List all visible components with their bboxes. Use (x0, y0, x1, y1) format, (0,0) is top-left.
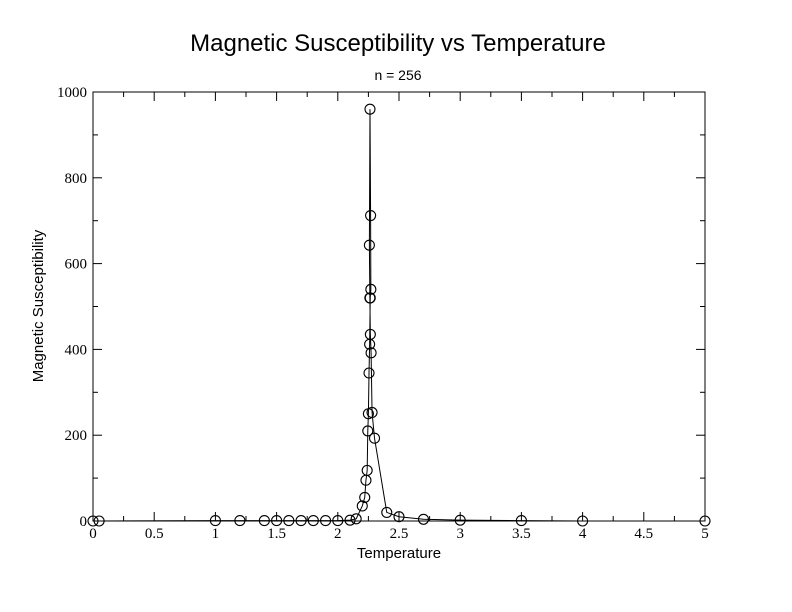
x-axis-label: Temperature (357, 545, 441, 562)
data-point (93, 515, 105, 527)
data-point (209, 515, 221, 527)
x-tick-label: 2.5 (390, 526, 409, 542)
data-point (365, 283, 377, 295)
data-point (283, 515, 295, 527)
data-point (364, 103, 376, 115)
x-tick-label: 5 (701, 526, 709, 542)
x-tick-label: 4 (579, 526, 587, 542)
data-point (350, 513, 362, 525)
chart-subtitle: n = 256 (374, 67, 421, 83)
data-point (271, 515, 283, 527)
y-tick-label: 800 (65, 171, 88, 187)
data-point (364, 328, 376, 340)
chart-title: Magnetic Susceptibility vs Temperature (190, 30, 606, 57)
data-point (365, 210, 377, 222)
plot-frame (92, 91, 706, 522)
y-tick-label: 400 (65, 342, 88, 358)
data-point (87, 515, 99, 527)
y-axis-label: Magnetic Susceptibility (30, 229, 47, 382)
series-group (87, 103, 711, 527)
data-point (362, 425, 374, 437)
y-tick-label: 1000 (57, 85, 87, 101)
x-tick-label: 3 (456, 526, 464, 542)
x-tick-label: 4.5 (634, 526, 653, 542)
x-tick-label: 0.5 (145, 526, 164, 542)
data-point (361, 464, 373, 476)
data-point (515, 515, 527, 527)
axis-ticks: 0 0.5 1 1.5 2 2.5 3 3.5 4 4.5 5 0 200 400 600 800 1000 (57, 85, 709, 542)
data-point (417, 513, 430, 525)
y-tick-label: 200 (65, 428, 88, 444)
y-tick-label: 600 (65, 257, 88, 273)
data-point (577, 515, 589, 527)
data-point (366, 406, 378, 419)
x-tick-label: 3.5 (512, 526, 531, 542)
data-point (365, 347, 377, 359)
x-tick-label: 2 (334, 526, 342, 542)
data-point (699, 515, 711, 527)
data-point (344, 514, 356, 526)
y-tick-label: 0 (80, 514, 88, 530)
data-point (381, 506, 393, 518)
data-point (359, 491, 371, 503)
data-point (320, 515, 332, 527)
data-point (234, 515, 246, 527)
data-point (307, 515, 319, 527)
data-point (363, 239, 375, 251)
series-line (93, 109, 705, 522)
data-point (454, 514, 466, 526)
data-point (332, 515, 344, 527)
x-tick-label: 1 (212, 526, 220, 542)
x-tick-label: 0 (89, 526, 97, 542)
data-point (393, 511, 405, 523)
data-point (356, 500, 368, 512)
data-point (295, 515, 307, 527)
data-point (368, 432, 381, 444)
x-tick-label: 1.5 (267, 526, 286, 542)
data-point (363, 367, 375, 379)
data-point (364, 292, 376, 304)
data-point (258, 515, 270, 527)
